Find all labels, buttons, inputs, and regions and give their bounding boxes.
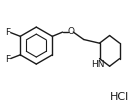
Text: HN: HN xyxy=(91,60,105,69)
Text: O: O xyxy=(67,26,74,36)
Text: F: F xyxy=(5,55,10,64)
Text: F: F xyxy=(5,28,10,37)
Text: HCl: HCl xyxy=(110,92,129,102)
